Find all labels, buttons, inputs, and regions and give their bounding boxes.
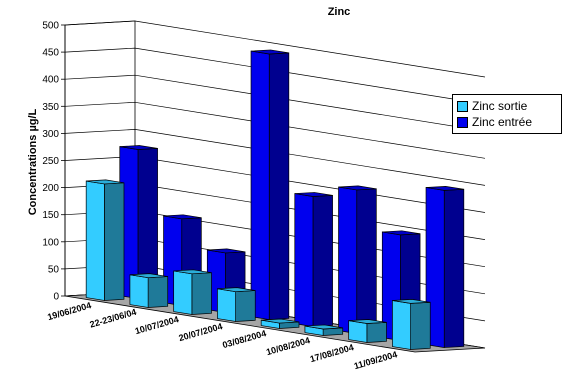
bar-s2-4-top	[250, 49, 289, 55]
bar-s2-6	[338, 185, 377, 334]
bar-s1-2-side	[147, 276, 169, 308]
bar-s1-3-top	[173, 269, 212, 275]
legend-label-entree: Zinc entrée	[472, 115, 533, 129]
y-tick-label: 50	[48, 264, 60, 275]
bar-s2-2-top	[163, 214, 202, 220]
bar-s1-6-top	[304, 324, 343, 330]
bar-s1-3-side	[191, 272, 212, 315]
gridline	[64, 74, 486, 132]
x-tick-label: 10/07/2004	[134, 314, 180, 336]
bar-s2-4-front	[250, 50, 270, 320]
bar-s2-6-front	[338, 186, 358, 334]
x-tick-label: 22-23/06/04	[89, 307, 138, 330]
bar-s2-8	[425, 185, 465, 348]
bar-s2-8-side	[443, 188, 465, 348]
legend-label-sortie: Zinc sortie	[472, 99, 528, 113]
bar-s1-1-side	[104, 182, 125, 301]
bar-s1-4-top	[217, 287, 256, 293]
gridline	[64, 20, 486, 78]
bar-s1-2	[129, 273, 169, 308]
bar-s2-6-top	[338, 185, 377, 191]
bar-s2-7-top	[382, 230, 421, 236]
bar-s1-8-front	[392, 300, 411, 350]
bar-s2-5-top	[294, 192, 333, 197]
legend-swatch-entree	[457, 116, 468, 128]
bar-s2-4	[250, 49, 290, 320]
gridline	[64, 129, 486, 186]
y-axis-title: Concentrations µg/L	[27, 108, 39, 215]
y-tick-label: 400	[42, 75, 59, 86]
bar-s1-8-top	[392, 299, 431, 304]
bar-s1-7-side	[366, 322, 387, 343]
gridline	[64, 47, 486, 105]
bar-s2-1-top	[119, 145, 158, 150]
bar-s2-3-top	[207, 248, 246, 254]
bar-s2-5-front	[294, 193, 314, 327]
bar-s2-1	[119, 145, 158, 299]
bar-s1-1-top	[86, 179, 125, 185]
x-tick-label: 11/09/2004	[353, 349, 399, 371]
bar-s1-1	[85, 179, 125, 301]
bar-s1-4-front	[217, 288, 236, 322]
gridline	[64, 101, 486, 159]
x-tick-label: 03/08/2004	[221, 328, 267, 350]
bar-s1-7-top	[348, 319, 387, 324]
bar-s1-6	[304, 324, 344, 336]
legend-swatch-sortie	[457, 100, 468, 112]
bar-s2-5	[294, 192, 333, 327]
y-axis: 0 50 100 150 200 250 300 350 400 450 500	[42, 21, 66, 303]
bar-s1-2-top	[129, 273, 168, 279]
x-tick-label: 19/06/2004	[46, 300, 92, 322]
legend-item-entree: Zinc entrée	[457, 114, 557, 130]
y-tick-label: 500	[42, 21, 59, 32]
x-tick-label: 20/07/2004	[178, 321, 224, 343]
y-tick-label: 100	[42, 237, 59, 248]
chart-title: Zinc	[328, 6, 351, 18]
y-tick-label: 0	[53, 292, 59, 303]
bar-s1-4	[217, 287, 256, 322]
y-tick-label: 250	[42, 156, 59, 167]
bar-s2-8-top	[425, 185, 464, 191]
y-tick-label: 200	[42, 183, 59, 194]
bar-s2-5-side	[312, 194, 333, 327]
x-tick-label: 17/08/2004	[309, 342, 355, 364]
x-tick-label: 10/08/2004	[265, 335, 311, 357]
bar-s1-5-top	[261, 318, 300, 324]
bar-s1-3-front	[173, 270, 193, 315]
legend-item-sortie: Zinc sortie	[457, 98, 557, 114]
bar-s1-4-side	[235, 290, 256, 322]
bar-s1-8-side	[410, 301, 431, 350]
y-tick-label: 350	[42, 102, 59, 113]
bar-s1-7	[348, 319, 387, 343]
y-tick-label: 150	[42, 210, 59, 221]
bar-s1-7-front	[348, 320, 368, 343]
bar-s1-1-front	[85, 180, 105, 301]
bar-s1-8	[392, 299, 431, 350]
y-tick-label: 300	[42, 129, 59, 140]
bar-s2-6-side	[356, 188, 377, 334]
bar-s1-5	[260, 318, 300, 329]
bars	[85, 49, 465, 350]
bar-s1-3	[173, 269, 212, 315]
y-tick-label: 450	[42, 48, 59, 59]
bar-s2-4-side	[268, 52, 290, 320]
bar-s1-2-front	[129, 274, 149, 308]
legend: Zinc sortie Zinc entrée	[452, 94, 562, 134]
